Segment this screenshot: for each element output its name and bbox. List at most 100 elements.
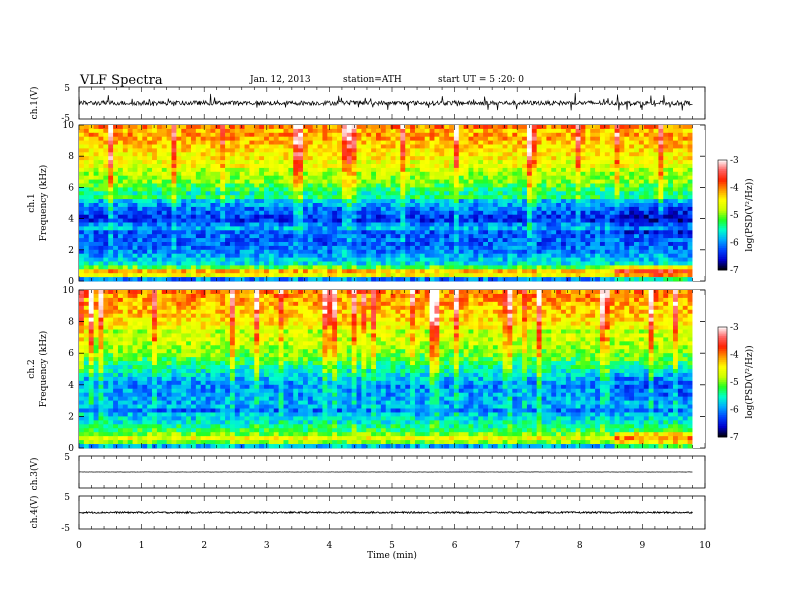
ch1-spectrogram-cell (468, 156, 474, 161)
ch1-spectrogram-cell (497, 152, 503, 157)
ch1-spectrogram-cell (561, 273, 567, 278)
ch1-spectrogram-cell (195, 183, 202, 188)
ch1-spectrogram-cell (531, 261, 538, 266)
ch1-spectrogram-cell (268, 273, 275, 278)
ch1-spectrogram-cell (468, 210, 474, 216)
ch1-spectrogram-cell (332, 191, 338, 196)
ch1-spectrogram-cell (259, 160, 265, 165)
ch1-spectrogram-cell (371, 249, 377, 255)
ch1-spectrogram-cell (629, 156, 635, 161)
ch1-spectrogram-cell (536, 261, 542, 266)
ch1-spectrogram-cell (234, 226, 241, 231)
ch1-spectrogram-cell (429, 257, 435, 262)
ch1-spectrogram-cell (609, 214, 615, 219)
ch1-spectrogram-cell (244, 245, 250, 251)
ch1-spectrogram-cell (400, 206, 406, 212)
ch1-spectrogram-cell (590, 269, 596, 274)
ch1-spectrogram-cell (458, 125, 465, 130)
ch1-spectrogram-cell (395, 136, 401, 141)
ch1-spectrogram-cell (663, 230, 669, 235)
ch1-spectrogram-cell (361, 245, 367, 251)
ch1-spectrogram-cell (161, 199, 168, 204)
ch1-spectrogram-cell (302, 234, 309, 239)
ch1-spectrogram-cell (673, 214, 679, 219)
ch1-spectrogram-cell (122, 257, 129, 262)
ch1-spectrogram-cell (376, 238, 382, 243)
ch1-spectrogram-cell (444, 132, 450, 138)
ch1-spectrogram-cell (225, 249, 231, 255)
ch1-spectrogram-cell (502, 273, 508, 278)
ch1-spectrogram-cell (614, 265, 620, 270)
ch1-spectrogram-cell (234, 269, 241, 274)
ch1-spectrogram-cell (565, 249, 572, 255)
ch1-spectrogram-cell (176, 167, 182, 173)
ch1-spectrogram-cell (322, 253, 328, 258)
ch1-spectrogram-cell (551, 249, 557, 255)
ch1-spectrogram-cell (366, 179, 372, 184)
ch1-spectrogram-cell (259, 261, 265, 266)
ch1-spectrogram-cell (390, 125, 396, 130)
ch1-spectrogram-cell (634, 179, 640, 184)
ch1-spectrogram-cell (366, 191, 372, 196)
ch1-spectrogram-cell (249, 152, 255, 157)
ch1-spectrogram-cell (127, 160, 133, 165)
ch1-spectrogram-cell (147, 132, 153, 138)
ch1-spectrogram-cell (205, 140, 211, 145)
ch1-spectrogram-cell (83, 191, 90, 196)
ch1-spectrogram-cell (220, 140, 226, 145)
ch1-spectrogram-cell (424, 167, 430, 173)
ch1-spectrogram-cell (449, 144, 455, 149)
ch1-spectrogram-cell (604, 218, 611, 223)
ch1-spectrogram-cell (156, 144, 163, 149)
ch1-spectrogram-cell (400, 187, 406, 192)
ch1-spectrogram-cell (556, 203, 562, 208)
ch1-spectrogram-cell (307, 171, 314, 177)
ch1-spectrogram-cell (561, 222, 567, 227)
ch1-spectrogram-cell (249, 195, 255, 200)
ch1-spectrogram-cell (264, 148, 270, 153)
ch1-spectrogram-cell (599, 234, 606, 239)
ch1-spectrogram-cell (410, 144, 416, 149)
ch1-spectrogram-cell (565, 148, 572, 153)
ch1-spectrogram-cell (298, 206, 304, 212)
ch1-spectrogram-cell (570, 187, 577, 192)
ch1-spectrogram-cell (312, 261, 318, 266)
ch1-spectrogram-cell (512, 140, 518, 145)
ch1-spectrogram-cell (356, 195, 362, 200)
ch1-spectrogram-cell (546, 167, 552, 173)
ch1-spectrogram-cell (356, 265, 362, 270)
ch1-spectrogram-cell (283, 257, 289, 262)
ch1-spectrogram-cell (599, 152, 606, 157)
ch1-spectrogram-cell (531, 269, 538, 274)
ch1-spectrogram-cell (380, 195, 387, 200)
ch1-spectrogram-cell (473, 136, 479, 141)
ch1-spectrogram-cell (239, 222, 245, 227)
ch1-spectrogram-cell (113, 214, 119, 219)
ch1-spectrogram-cell (137, 206, 143, 212)
ch1-spectrogram-cell (273, 273, 280, 278)
ch1-spectrogram-cell (668, 253, 674, 258)
ch1-spectrogram-cell (307, 167, 314, 173)
ch1-spectrogram-cell (536, 199, 542, 204)
ch1-spectrogram-cell (244, 230, 250, 235)
ch1-spectrogram-cell (590, 140, 596, 145)
ch1-spectrogram-cell (487, 245, 494, 251)
ch1-spectrogram-cell (108, 253, 114, 258)
ch1-spectrogram-cell (502, 238, 508, 243)
ch1-spectrogram-cell (424, 218, 430, 223)
ch1-spectrogram-cell (337, 195, 343, 200)
ch1-spectrogram-cell (419, 261, 426, 266)
ch1-spectrogram-cell (619, 175, 625, 180)
ch1-spectrogram-cell (259, 222, 265, 227)
ch1-spectrogram-cell (376, 144, 382, 149)
ch1-spectrogram-cell (604, 269, 611, 274)
ch1-spectrogram-cell (322, 136, 328, 141)
ch1-spectrogram-cell (327, 152, 333, 157)
ch1-spectrogram-cell (264, 195, 270, 200)
ch1-spectrogram-cell (376, 214, 382, 219)
ch1-spectrogram-cell (288, 269, 294, 274)
ch1-spectrogram-cell (298, 269, 304, 274)
ch1-spectrogram-cell (259, 128, 265, 134)
ch1-spectrogram-cell (687, 187, 693, 192)
ch1-spectrogram-cell (371, 191, 377, 196)
